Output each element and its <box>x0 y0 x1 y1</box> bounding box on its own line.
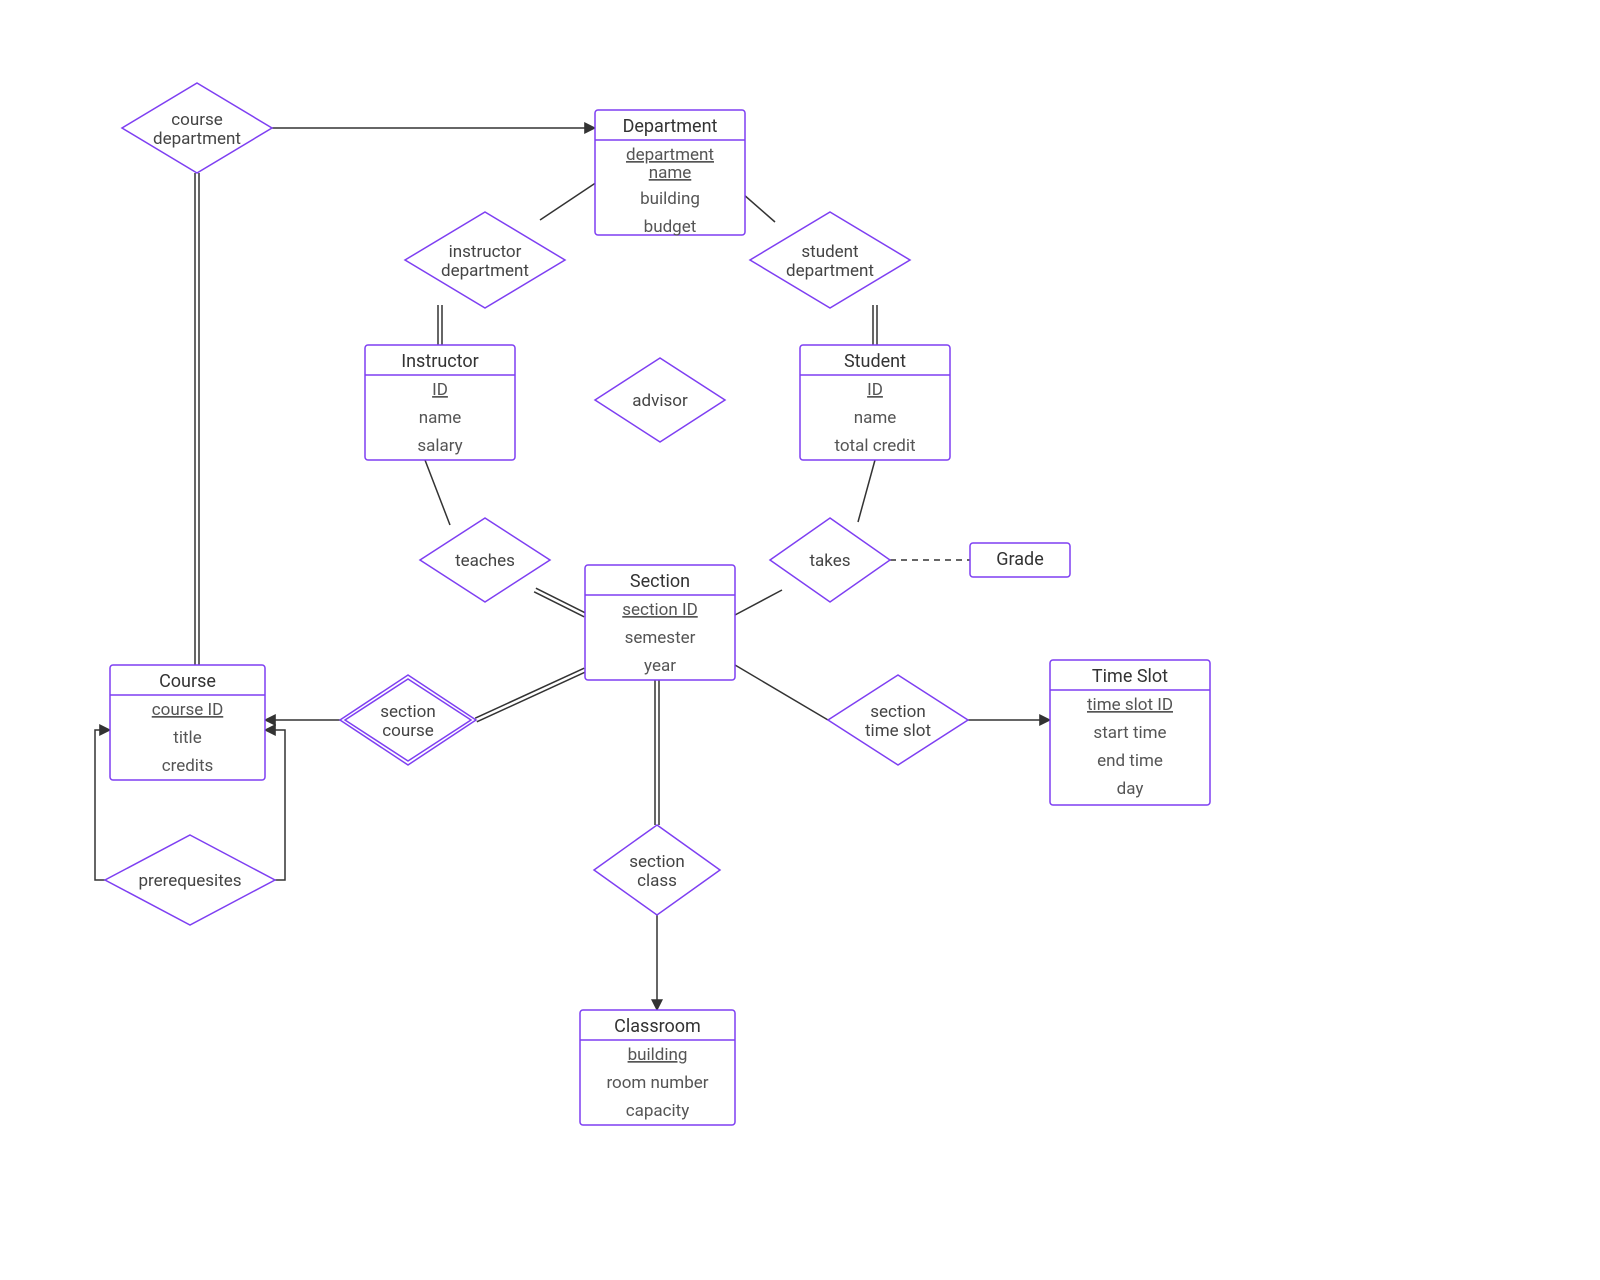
rel-label-student_department-1: student <box>801 242 858 262</box>
relationship-teaches: teaches <box>420 518 550 602</box>
entity-grade: Grade <box>970 543 1070 577</box>
entity-classroom: Classroom building room number capacity <box>580 1010 735 1125</box>
rel-label-prerequisites: prerequesites <box>138 871 241 891</box>
attr-course-0: course ID <box>152 700 224 720</box>
entity-title-instructor: Instructor <box>401 351 479 372</box>
attr-classroom-0: building <box>628 1045 688 1065</box>
attr-timeslot-1: start time <box>1093 723 1166 743</box>
relationship-prerequisites: prerequesites <box>105 835 275 925</box>
attr-student-0: ID <box>867 380 883 400</box>
attr-timeslot-2: end time <box>1097 751 1163 771</box>
edge-takes-section <box>735 590 782 615</box>
entity-title-course: Course <box>159 671 216 692</box>
entity-course: Course course ID title credits <box>110 665 265 780</box>
rel-label-takes: takes <box>809 551 850 571</box>
relationships-layer: coursedepartmentinstructordepartmentstud… <box>105 83 968 925</box>
edge-student_department-student <box>873 305 877 345</box>
rel-label-teaches: teaches <box>455 551 515 571</box>
attr-timeslot-0: time slot ID <box>1087 695 1173 715</box>
edge-section_class-section <box>655 680 659 825</box>
relationship-student_department: studentdepartment <box>750 212 910 308</box>
attr-department-2: budget <box>644 217 697 237</box>
relationship-instructor_department: instructordepartment <box>405 212 565 308</box>
attr-department-0-l2: name <box>649 163 692 183</box>
edge-section_timeslot-section <box>735 665 828 720</box>
entity-title-classroom: Classroom <box>614 1016 701 1037</box>
attr-classroom-2: capacity <box>626 1101 690 1121</box>
entity-title-grade: Grade <box>996 549 1044 570</box>
relationship-advisor: advisor <box>595 358 725 442</box>
edge-section_course-section <box>475 668 586 722</box>
entity-title-student: Student <box>844 351 906 372</box>
attr-section-2: year <box>644 656 676 676</box>
attr-section-1: semester <box>625 628 696 648</box>
attr-instructor-2: salary <box>417 436 462 456</box>
relationship-section_timeslot: sectiontime slot <box>828 675 968 765</box>
rel-label-advisor: advisor <box>632 391 688 411</box>
entity-student: Student ID name total credit <box>800 345 950 460</box>
entities-layer: DepartmentdepartmentnamebuildingbudgetIn… <box>110 110 1210 1125</box>
entity-timeslot: Time Slot time slot ID start time end time d… <box>1050 660 1210 805</box>
attr-department-1: building <box>640 189 700 209</box>
attr-course-1: title <box>173 728 201 748</box>
edge-prerequisites-course_left <box>95 730 110 880</box>
edge-takes-student <box>858 460 875 522</box>
attr-student-2: total credit <box>834 436 915 456</box>
edge-teaches-instructor <box>425 460 450 525</box>
rel-label-section_timeslot-1: section <box>870 702 925 722</box>
entity-title-department: Department <box>623 116 718 137</box>
attr-student-1: name <box>854 408 897 428</box>
edge-course_department-course <box>195 173 199 665</box>
rel-label-course_department-2: department <box>153 129 241 149</box>
entity-instructor: Instructor ID name salary <box>365 345 515 460</box>
relationship-takes: takes <box>770 518 890 602</box>
rel-label-section_class-1: section <box>629 852 684 872</box>
rel-label-instructor_department-2: department <box>441 261 529 281</box>
entity-department: Department departmentname building budget <box>595 110 745 237</box>
rel-label-instructor_department-1: instructor <box>449 242 522 262</box>
rel-label-section_course-1: section <box>380 702 435 722</box>
edge-instructor_department-instructor <box>438 305 442 345</box>
rel-label-section_class-2: class <box>637 871 677 891</box>
edge-teaches-section <box>534 588 586 617</box>
attr-instructor-0: ID <box>432 380 448 400</box>
entity-section: Section section ID semester year <box>585 565 735 680</box>
rel-label-course_department-1: course <box>171 110 223 130</box>
attr-instructor-1: name <box>419 408 462 428</box>
edge-prerequisites-course_right <box>265 730 285 880</box>
attr-timeslot-3: day <box>1117 779 1144 799</box>
relationship-section_class: sectionclass <box>594 825 720 915</box>
attr-section-0: section ID <box>622 600 697 620</box>
rel-label-section_course-2: course <box>382 721 434 741</box>
attr-classroom-1: room number <box>606 1073 708 1093</box>
rel-label-section_timeslot-2: time slot <box>865 721 931 741</box>
rel-label-student_department-2: department <box>786 261 874 281</box>
entity-title-timeslot: Time Slot <box>1092 666 1168 687</box>
relationship-section_course: sectioncourse <box>340 675 476 765</box>
attr-department-0-l1: department <box>626 145 714 165</box>
entity-title-section: Section <box>630 571 690 592</box>
attr-course-2: credits <box>162 756 214 776</box>
relationship-course_department: coursedepartment <box>122 83 272 173</box>
